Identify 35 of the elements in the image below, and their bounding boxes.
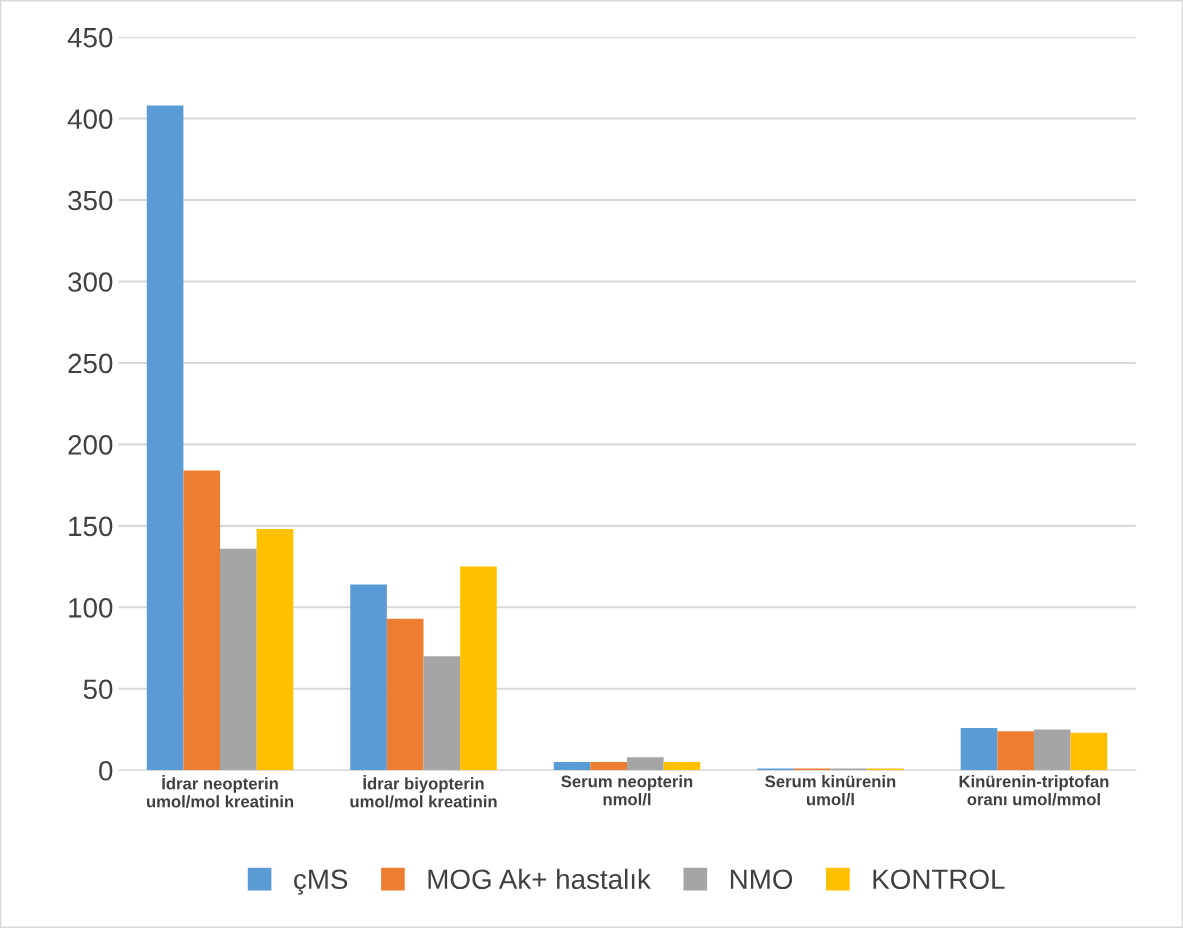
bar — [460, 566, 497, 771]
bar — [663, 762, 701, 771]
y-tick-label: 250 — [68, 353, 113, 374]
x-tick-label: Serum kinürenin umol/l — [765, 775, 896, 806]
y-tick-label: 50 — [83, 679, 113, 700]
bar — [423, 656, 461, 771]
y-tick-label: 450 — [67, 27, 113, 48]
legend-label: çMS — [294, 869, 348, 895]
y-tick-label: 300 — [68, 272, 113, 292]
bar — [626, 757, 664, 771]
y-tick-label: 200 — [68, 435, 113, 455]
bar — [590, 762, 627, 771]
bar — [960, 727, 998, 771]
x-tick-label: Serum neopterin nmol/l — [561, 775, 693, 806]
y-tick-label: 100 — [69, 597, 113, 618]
bar — [1033, 729, 1071, 771]
y-tick-label: 0 — [99, 760, 113, 781]
bar — [386, 618, 424, 771]
legend-label: KONTROL — [873, 869, 1005, 890]
bar — [220, 548, 257, 771]
x-tick-label: Kinürenin-triptofan oranı umol/mmol — [959, 775, 1109, 806]
x-tick-label: İdrar biyopterin umol/mol kreatinin — [350, 775, 497, 808]
bar — [256, 529, 294, 771]
legend-label: MOG Ak+ hastalık — [428, 868, 651, 890]
y-tick-label: 400 — [67, 109, 113, 129]
y-tick-label: 150 — [69, 516, 113, 537]
bar — [146, 105, 184, 771]
bar — [997, 731, 1034, 771]
x-tick-label: İdrar neopterin umol/mol kreatinin — [146, 775, 294, 808]
bar — [183, 470, 221, 771]
bar — [350, 584, 387, 771]
bar — [553, 762, 591, 771]
legend-label: NMO — [730, 869, 793, 890]
bar — [1070, 732, 1108, 771]
y-tick-label: 350 — [68, 190, 113, 211]
